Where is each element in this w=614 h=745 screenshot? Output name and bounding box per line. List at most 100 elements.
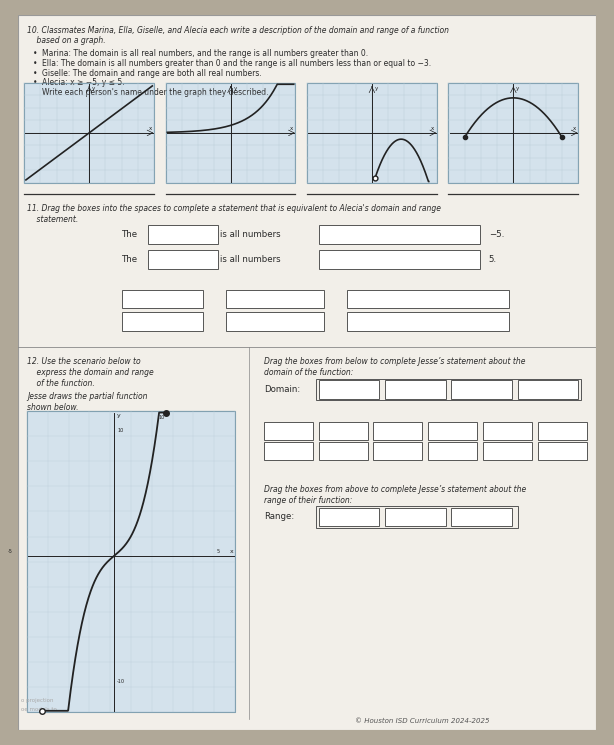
FancyBboxPatch shape bbox=[348, 290, 509, 308]
FancyBboxPatch shape bbox=[448, 83, 578, 183]
Text: express the domain and range: express the domain and range bbox=[27, 368, 154, 377]
Text: •: • bbox=[33, 69, 37, 77]
FancyBboxPatch shape bbox=[483, 422, 532, 440]
FancyBboxPatch shape bbox=[319, 225, 480, 244]
Text: Ella: The domain is all numbers greater than 0 and the range is all numbers less: Ella: The domain is all numbers greater … bbox=[42, 60, 430, 69]
Text: 11. Drag the boxes into the spaces to complete a statement that is equivalent to: 11. Drag the boxes into the spaces to co… bbox=[27, 204, 441, 213]
FancyBboxPatch shape bbox=[483, 442, 532, 460]
Text: ≤: ≤ bbox=[504, 446, 511, 455]
Text: The: The bbox=[122, 230, 138, 239]
Text: is all numbers: is all numbers bbox=[220, 255, 281, 264]
Text: Marina: The domain is all real numbers, and the range is all numbers greater tha: Marina: The domain is all real numbers, … bbox=[42, 48, 368, 57]
Text: is all numbers: is all numbers bbox=[220, 230, 281, 239]
Text: The: The bbox=[122, 255, 138, 264]
FancyBboxPatch shape bbox=[307, 83, 437, 183]
Text: y: y bbox=[117, 413, 121, 418]
Text: y: y bbox=[375, 86, 378, 91]
FancyBboxPatch shape bbox=[518, 381, 578, 399]
Text: −2: −2 bbox=[447, 426, 458, 435]
Text: greater than or equal to: greater than or equal to bbox=[382, 317, 475, 326]
Text: y: y bbox=[92, 86, 95, 91]
Text: 10: 10 bbox=[159, 415, 165, 419]
FancyBboxPatch shape bbox=[166, 83, 295, 183]
Text: >: > bbox=[449, 446, 456, 455]
FancyBboxPatch shape bbox=[451, 381, 512, 399]
Text: x: x bbox=[431, 126, 435, 131]
FancyBboxPatch shape bbox=[348, 312, 509, 331]
Text: x: x bbox=[230, 548, 233, 554]
Text: 5: 5 bbox=[217, 548, 220, 554]
Text: 10: 10 bbox=[117, 428, 123, 433]
FancyBboxPatch shape bbox=[451, 507, 512, 526]
FancyBboxPatch shape bbox=[148, 250, 217, 269]
Text: −6.25: −6.25 bbox=[277, 426, 300, 435]
Text: y: y bbox=[516, 86, 519, 91]
Text: range of their function:: range of their function: bbox=[263, 495, 352, 504]
FancyBboxPatch shape bbox=[226, 312, 324, 331]
Text: x: x bbox=[149, 126, 152, 131]
Text: x: x bbox=[286, 446, 290, 455]
FancyBboxPatch shape bbox=[538, 442, 587, 460]
Text: y: y bbox=[341, 446, 345, 455]
Text: oe models to: oe models to bbox=[21, 707, 57, 712]
FancyBboxPatch shape bbox=[148, 225, 217, 244]
FancyBboxPatch shape bbox=[319, 422, 368, 440]
FancyBboxPatch shape bbox=[385, 381, 446, 399]
Text: x: x bbox=[290, 126, 293, 131]
Text: −4: −4 bbox=[392, 426, 403, 435]
Text: domain: domain bbox=[149, 294, 177, 303]
FancyBboxPatch shape bbox=[263, 422, 313, 440]
Text: -10: -10 bbox=[117, 679, 125, 684]
Text: 5.: 5. bbox=[489, 255, 497, 264]
Text: less than: less than bbox=[258, 294, 293, 303]
FancyBboxPatch shape bbox=[24, 83, 154, 183]
FancyBboxPatch shape bbox=[538, 422, 587, 440]
Text: -5: -5 bbox=[8, 548, 13, 554]
Text: Domain:: Domain: bbox=[263, 385, 300, 394]
FancyBboxPatch shape bbox=[27, 411, 235, 712]
Text: shown below.: shown below. bbox=[27, 402, 79, 411]
FancyBboxPatch shape bbox=[122, 290, 203, 308]
FancyBboxPatch shape bbox=[373, 422, 422, 440]
FancyBboxPatch shape bbox=[122, 312, 203, 331]
FancyBboxPatch shape bbox=[373, 442, 422, 460]
Text: Drag the boxes from below to complete Jesse’s statement about the: Drag the boxes from below to complete Je… bbox=[263, 358, 525, 367]
Text: range: range bbox=[152, 317, 174, 326]
Text: greater than: greater than bbox=[251, 317, 300, 326]
Text: based on a graph.: based on a graph. bbox=[27, 37, 106, 45]
Text: o projection: o projection bbox=[21, 698, 54, 703]
Text: ≥: ≥ bbox=[559, 446, 565, 455]
Text: of the function.: of the function. bbox=[27, 379, 95, 388]
Text: Giselle: The domain and range are both all real numbers.: Giselle: The domain and range are both a… bbox=[42, 69, 261, 77]
Text: 12. Use the scenario below to: 12. Use the scenario below to bbox=[27, 358, 141, 367]
Text: −6: −6 bbox=[338, 426, 349, 435]
Text: •: • bbox=[33, 60, 37, 69]
FancyBboxPatch shape bbox=[428, 442, 477, 460]
FancyBboxPatch shape bbox=[319, 442, 368, 460]
Text: •: • bbox=[33, 48, 37, 57]
Text: 10. Classmates Marina, Ella, Giselle, and Alecia each write a description of the: 10. Classmates Marina, Ella, Giselle, an… bbox=[27, 25, 449, 34]
Text: Alecia: x ≥ −5, y ≤ 5.: Alecia: x ≥ −5, y ≤ 5. bbox=[42, 77, 124, 87]
FancyBboxPatch shape bbox=[385, 507, 446, 526]
Text: statement.: statement. bbox=[27, 215, 79, 224]
Text: •: • bbox=[33, 77, 37, 87]
FancyBboxPatch shape bbox=[428, 422, 477, 440]
Text: Drag the boxes from above to complete Jesse’s statement about the: Drag the boxes from above to complete Je… bbox=[263, 485, 526, 494]
FancyBboxPatch shape bbox=[319, 381, 379, 399]
FancyBboxPatch shape bbox=[319, 507, 379, 526]
Text: Range:: Range: bbox=[263, 513, 294, 522]
Text: 2.5: 2.5 bbox=[502, 426, 513, 435]
FancyBboxPatch shape bbox=[18, 15, 596, 730]
FancyBboxPatch shape bbox=[263, 442, 313, 460]
Text: Jesse draws the partial function: Jesse draws the partial function bbox=[27, 392, 147, 401]
Text: less than or equal to: less than or equal to bbox=[389, 294, 468, 303]
FancyBboxPatch shape bbox=[319, 250, 480, 269]
FancyBboxPatch shape bbox=[226, 290, 324, 308]
Text: 10: 10 bbox=[558, 426, 567, 435]
Text: y: y bbox=[233, 86, 236, 91]
Text: −5.: −5. bbox=[489, 230, 504, 239]
Text: © Houston ISD Curriculum 2024-2025: © Houston ISD Curriculum 2024-2025 bbox=[355, 718, 490, 724]
Text: Write each person's name under the graph they described.: Write each person's name under the graph… bbox=[42, 88, 268, 97]
Text: domain of the function:: domain of the function: bbox=[263, 368, 353, 377]
Text: x: x bbox=[573, 126, 576, 131]
